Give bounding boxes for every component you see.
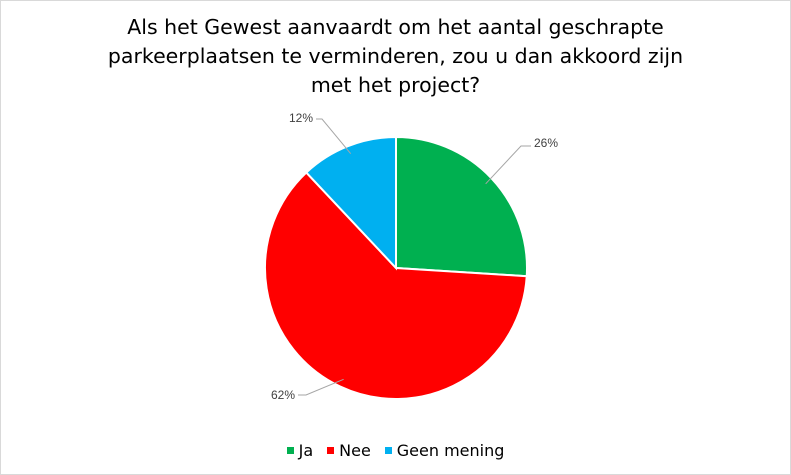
pie-slice-ja bbox=[395, 135, 528, 278]
legend-label-nee: Nee bbox=[339, 441, 371, 460]
legend-label-geen-mening: Geen mening bbox=[396, 441, 505, 460]
legend-item-geen-mening: Geen mening bbox=[384, 441, 505, 460]
legend: Ja Nee Geen mening bbox=[1, 441, 790, 460]
pie-slice-geen-mening bbox=[304, 135, 397, 271]
legend-swatch-nee bbox=[327, 447, 335, 454]
data-label-ja: 26% bbox=[534, 136, 558, 150]
leader-line-nee bbox=[298, 378, 344, 396]
chart-title: Als het Gewest aanvaardt om het aantal g… bbox=[107, 15, 684, 97]
legend-item-nee: Nee bbox=[327, 441, 371, 460]
leader-line-geen-mening bbox=[316, 118, 352, 154]
legend-swatch-ja bbox=[286, 447, 294, 454]
legend-label-ja: Ja bbox=[298, 441, 314, 460]
pie-slice-nee bbox=[264, 171, 528, 400]
data-label-nee: 62% bbox=[271, 388, 295, 402]
legend-swatch-geen-mening bbox=[384, 447, 392, 454]
leader-line-ja bbox=[485, 145, 531, 185]
data-label-geen-mening: 12% bbox=[289, 111, 313, 125]
legend-item-ja: Ja bbox=[286, 441, 314, 460]
